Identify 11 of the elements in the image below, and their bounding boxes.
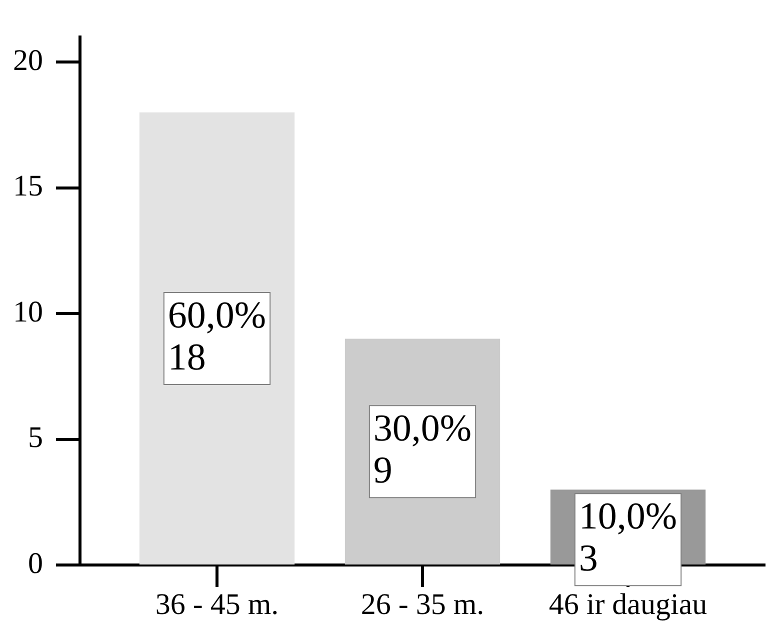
y-tick-label: 0 (28, 546, 43, 580)
x-tick-label: 46 ir daugiau (548, 588, 708, 621)
y-tick-label: 20 (13, 44, 43, 78)
y-tick-label: 10 (13, 295, 43, 328)
data-label: 60,0% 18 (168, 294, 266, 378)
x-tick-label: 26 - 35 m. (360, 588, 484, 621)
data-label: 30,0% 9 (373, 408, 472, 492)
y-tick-label: 15 (13, 170, 43, 203)
x-tick-label: 36 - 45 m. (155, 588, 279, 621)
data-label: 10,0% 3 (578, 496, 678, 580)
y-tick-label: 5 (28, 421, 43, 454)
